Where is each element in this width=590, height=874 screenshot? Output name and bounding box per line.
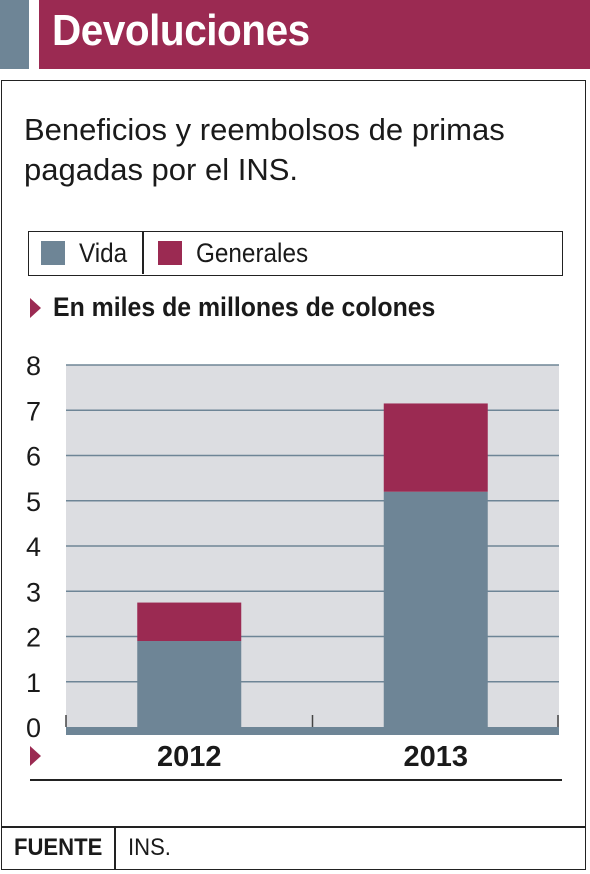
- y-tick-label: 4: [26, 532, 41, 562]
- legend-divider: [142, 232, 144, 274]
- bar-vida-2013: [383, 491, 488, 727]
- category-rule: [30, 779, 562, 781]
- chart-frame: [1, 80, 586, 870]
- category-arrow-icon: [30, 746, 41, 766]
- y-tick-label: 7: [26, 396, 41, 426]
- y-tick-label: 2: [26, 623, 41, 653]
- chart-title: Beneficios y reembolsos de primas pagada…: [24, 112, 505, 187]
- unit-arrow-icon: [30, 298, 41, 318]
- x-category-label: 2013: [403, 741, 468, 773]
- legend-item-vida: Vida: [41, 232, 133, 274]
- y-tick-label: 5: [26, 487, 41, 517]
- legend-label-vida: Vida: [79, 237, 128, 268]
- y-tick-label: 8: [26, 351, 41, 381]
- x-category-label: 2012: [157, 741, 222, 773]
- x-axis-baseline: [66, 727, 559, 735]
- legend-item-generales: Generales: [158, 232, 321, 274]
- y-axis-unit-label: En miles de millones de colones: [53, 292, 436, 322]
- y-tick-label: 1: [26, 668, 41, 698]
- source-value: INS.: [128, 834, 171, 861]
- footer-rule: [1, 826, 586, 828]
- y-tick-label: 6: [26, 442, 41, 472]
- header-bar: [39, 0, 590, 69]
- legend-swatch-vida: [41, 241, 65, 265]
- bar-vida-2012: [137, 641, 242, 727]
- legend: Vida Generales: [28, 231, 563, 276]
- legend-label-generales: Generales: [196, 237, 309, 268]
- y-tick-label: 0: [26, 713, 41, 743]
- footer-divider: [114, 827, 116, 870]
- bar-generales-2013: [383, 403, 488, 492]
- source-label: FUENTE: [14, 834, 103, 861]
- page-title: Devoluciones: [52, 6, 310, 55]
- y-tick-label: 3: [26, 577, 41, 607]
- bar-generales-2012: [137, 602, 242, 642]
- header-accent-bar: [0, 0, 29, 69]
- legend-swatch-generales: [158, 241, 182, 265]
